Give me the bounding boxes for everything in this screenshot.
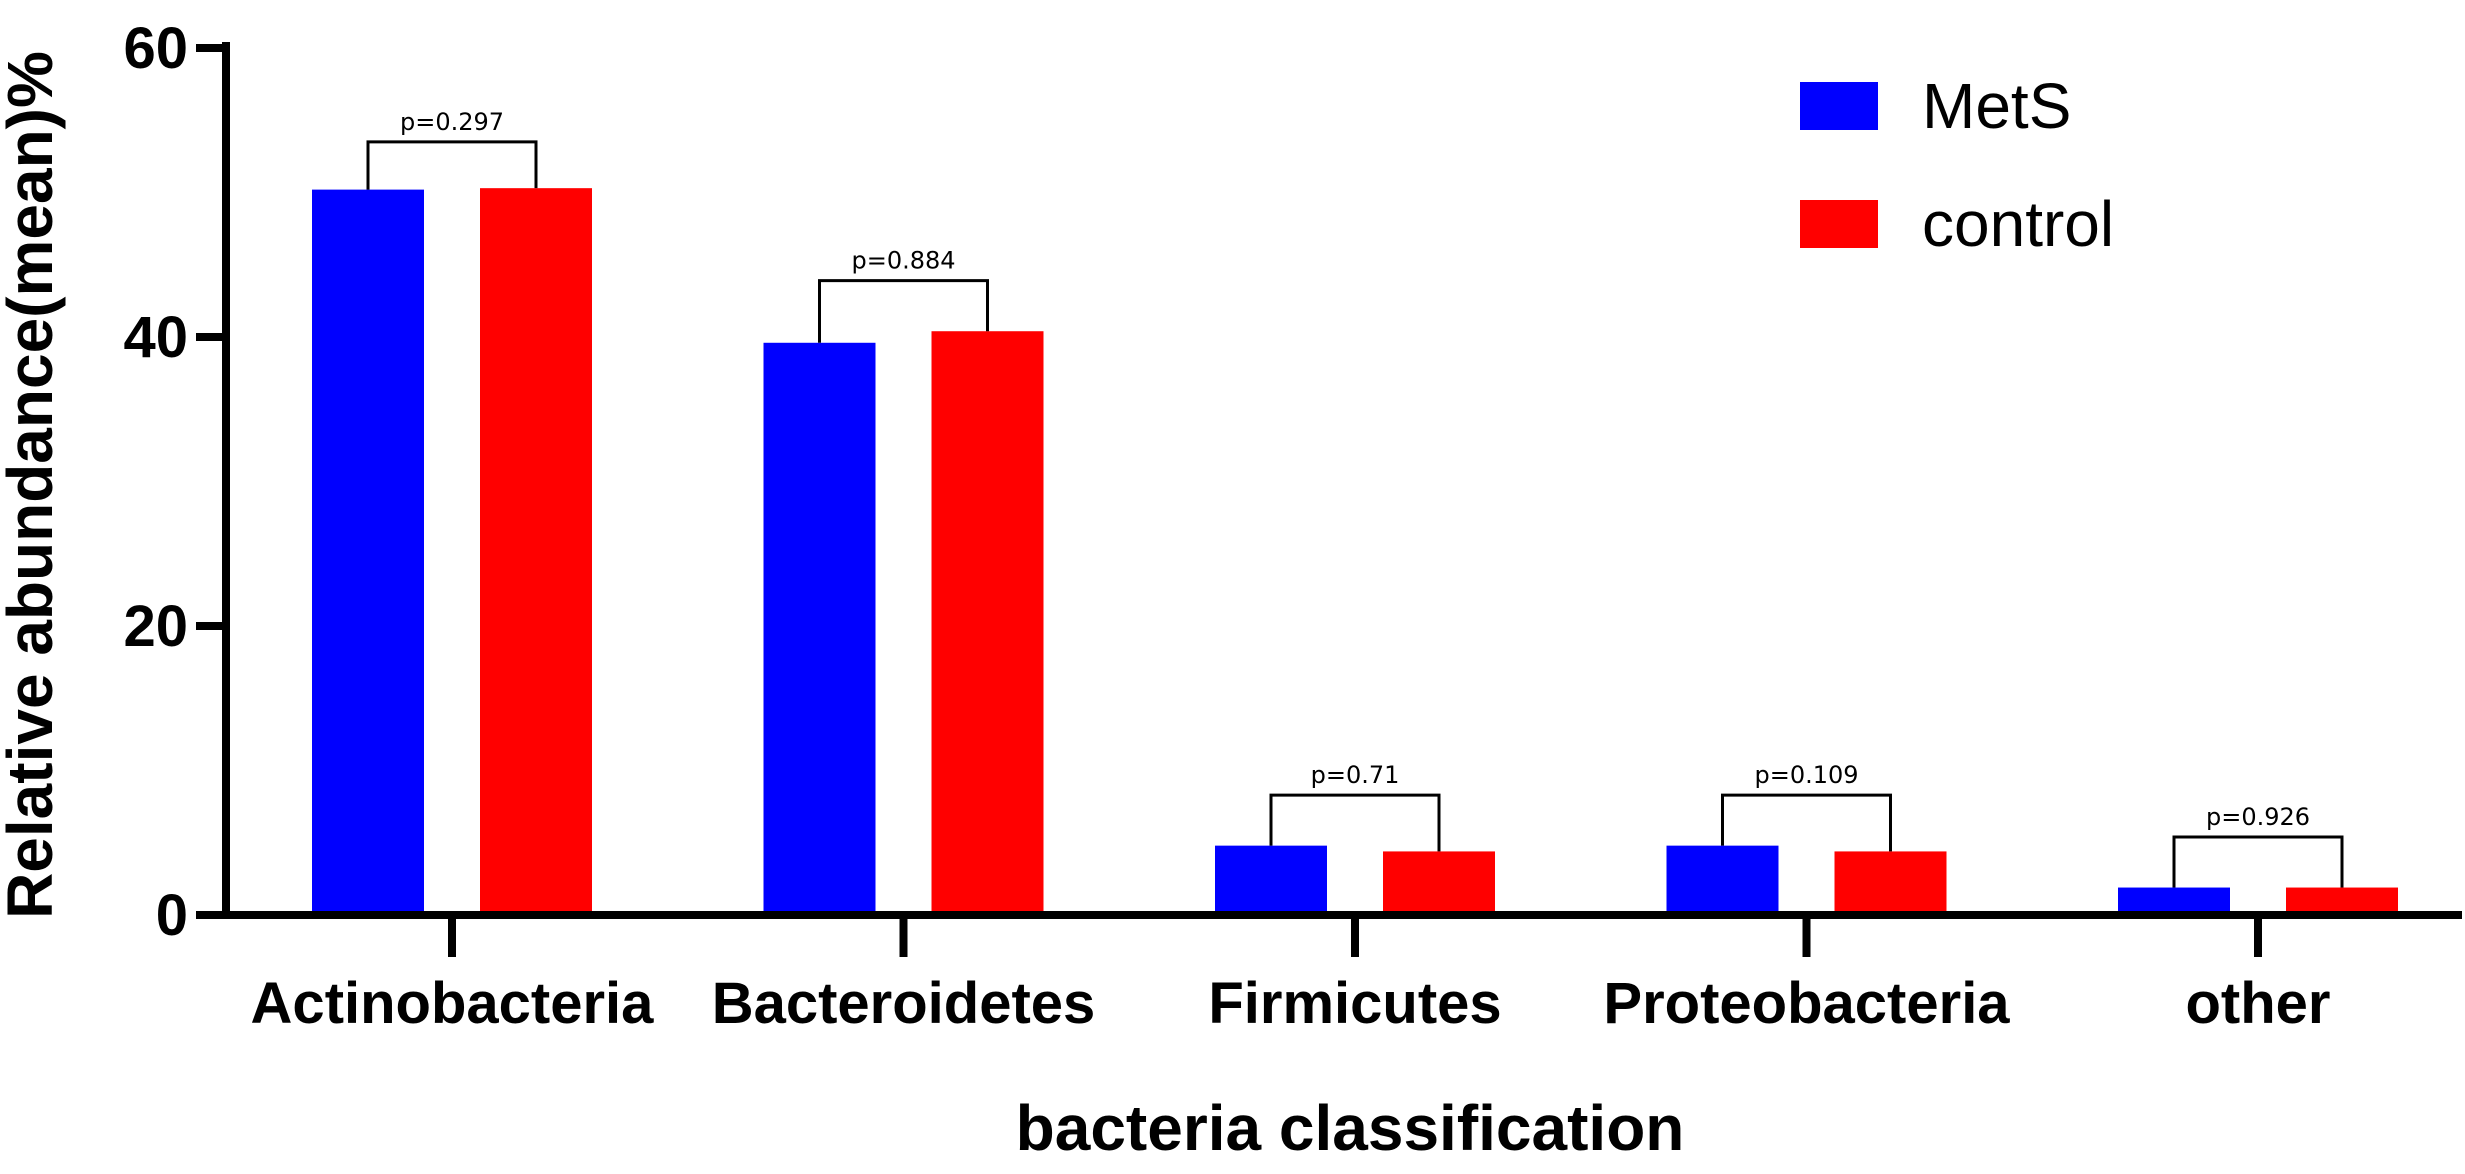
axes: 0 20 40 60 Actinobacteria Bacteroidetes Firmic… bbox=[123, 16, 2462, 1036]
x-tick-label-firmicutes: Firmicutes bbox=[1208, 971, 1501, 1036]
significance-bracket-bacteroidetes bbox=[818, 279, 989, 343]
p-value-label-firmicutes: p=0.71 bbox=[1311, 761, 1400, 789]
x-tick-label-other: other bbox=[2186, 971, 2331, 1036]
bar-mets-proteobacteria bbox=[1666, 845, 1779, 915]
legend-swatch-mets bbox=[1800, 82, 1878, 130]
significance-bracket-actinobacteria bbox=[366, 140, 538, 190]
x-tick-label-actinobacteria: Actinobacteria bbox=[251, 971, 655, 1036]
bar-mets-bacteroidetes bbox=[763, 342, 876, 915]
plot-area: p=0.297 p=0.884 p=0.71 p=0.109 p=0.926 bbox=[312, 108, 2398, 916]
bar-control-firmicutes bbox=[1383, 851, 1495, 915]
x-axis-title: bacteria classification bbox=[1016, 1092, 1685, 1164]
y-tick-label-20: 20 bbox=[123, 594, 188, 659]
y-tick-label-0: 0 bbox=[156, 883, 188, 948]
legend-label-control: control bbox=[1922, 188, 2114, 260]
bar-mets-firmicutes bbox=[1215, 845, 1327, 915]
legend-label-mets: MetS bbox=[1922, 70, 2071, 142]
significance-bracket-proteobacteria bbox=[1721, 793, 1892, 852]
p-value-label-proteobacteria: p=0.109 bbox=[1754, 761, 1858, 789]
bar-control-other bbox=[2286, 887, 2398, 915]
p-value-label-actinobacteria: p=0.297 bbox=[400, 108, 504, 136]
p-value-label-other: p=0.926 bbox=[2206, 803, 2310, 831]
bar-mets-actinobacteria bbox=[312, 189, 424, 916]
y-tick-label-60: 60 bbox=[123, 16, 188, 81]
x-tick-label-bacteroidetes: Bacteroidetes bbox=[712, 971, 1096, 1036]
bar-control-actinobacteria bbox=[480, 188, 592, 916]
p-value-label-bacteroidetes: p=0.884 bbox=[851, 247, 955, 275]
significance-bracket-firmicutes bbox=[1269, 793, 1441, 852]
legend: MetS control bbox=[1800, 70, 2114, 260]
y-axis-title: Relative abundance(mean)% bbox=[0, 51, 66, 919]
bar-mets-other bbox=[2118, 887, 2230, 915]
legend-swatch-control bbox=[1800, 200, 1878, 248]
bar-control-bacteroidetes bbox=[931, 331, 1044, 916]
significance-bracket-other bbox=[2172, 835, 2344, 888]
bar-control-proteobacteria bbox=[1834, 851, 1947, 915]
y-tick-label-40: 40 bbox=[123, 305, 188, 370]
x-tick-label-proteobacteria: Proteobacteria bbox=[1603, 971, 2010, 1036]
